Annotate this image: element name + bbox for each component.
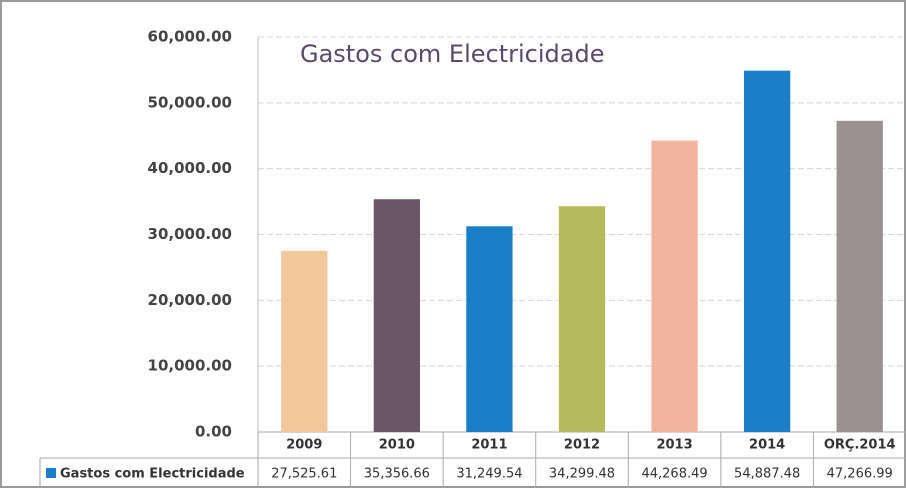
value-label: 27,525.61 <box>271 467 337 482</box>
legend-label: Gastos com Electricidade <box>60 467 245 482</box>
value-label: 34,299.48 <box>549 467 615 482</box>
bar <box>373 199 420 432</box>
bar <box>281 250 328 432</box>
y-tick-label: 20,000.00 <box>148 291 232 309</box>
bar <box>651 140 698 432</box>
x-tick-label: 2014 <box>749 438 785 453</box>
value-label: 35,356.66 <box>364 467 430 482</box>
y-tick-label: 50,000.00 <box>148 93 232 111</box>
chart-title: Gastos com Electricidade <box>300 40 604 68</box>
x-tick-label: 2011 <box>471 438 507 453</box>
y-tick-label: 40,000.00 <box>148 159 232 177</box>
x-tick-label: 2009 <box>286 438 322 453</box>
legend-swatch <box>46 468 56 478</box>
y-tick-label: 30,000.00 <box>148 225 232 243</box>
bar <box>836 120 883 432</box>
bar <box>558 206 606 432</box>
value-label: 44,268.49 <box>641 467 707 482</box>
value-label: 54,887.48 <box>734 467 800 482</box>
y-tick-label: 0.00 <box>195 423 232 441</box>
value-label: 47,266.99 <box>827 467 893 482</box>
bar <box>466 226 513 432</box>
x-tick-label: 2010 <box>379 438 415 453</box>
y-tick-label: 60,000.00 <box>148 28 232 46</box>
bar <box>744 70 791 433</box>
x-tick-label: 2012 <box>564 438 600 453</box>
x-tick-label: 2013 <box>656 438 692 453</box>
y-tick-label: 10,000.00 <box>148 357 232 375</box>
x-tick-label: ORÇ.2014 <box>824 438 896 453</box>
value-label: 31,249.54 <box>456 467 522 482</box>
